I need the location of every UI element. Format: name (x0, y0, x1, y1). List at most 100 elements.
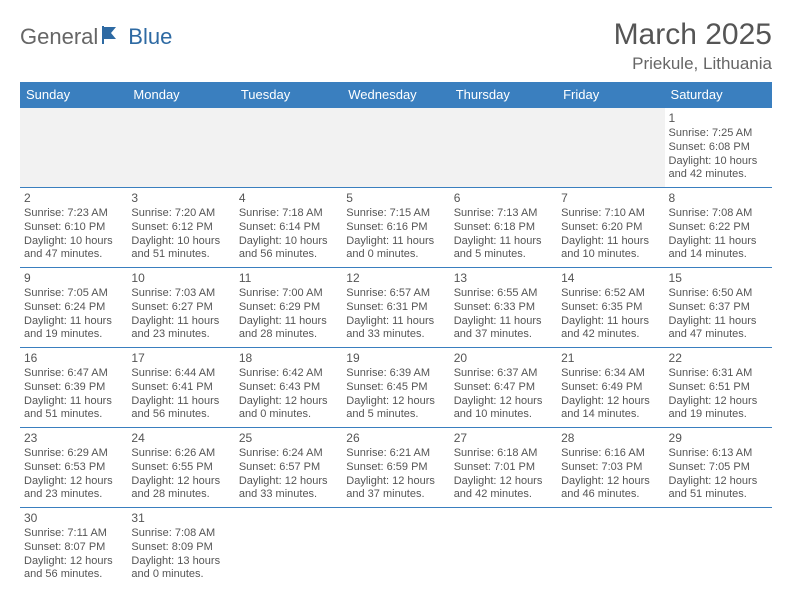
day-info: Sunrise: 6:29 AMSunset: 6:53 PMDaylight:… (24, 447, 123, 502)
sunset-line: Sunset: 6:51 PM (669, 381, 768, 395)
sunrise-line: Sunrise: 6:18 AM (454, 447, 553, 461)
calendar-day-cell: 2Sunrise: 7:23 AMSunset: 6:10 PMDaylight… (20, 188, 127, 268)
day-info: Sunrise: 6:16 AMSunset: 7:03 PMDaylight:… (561, 447, 660, 502)
date-number: 5 (346, 191, 445, 206)
day-info: Sunrise: 6:52 AMSunset: 6:35 PMDaylight:… (561, 287, 660, 342)
daylight-line: Daylight: 11 hours and 14 minutes. (669, 235, 768, 263)
date-number: 10 (131, 271, 230, 286)
sunrise-line: Sunrise: 7:13 AM (454, 207, 553, 221)
calendar-day-cell: 15Sunrise: 6:50 AMSunset: 6:37 PMDayligh… (665, 268, 772, 348)
daylight-line: Daylight: 12 hours and 0 minutes. (239, 395, 338, 423)
weekday-header: Friday (557, 82, 664, 108)
sunset-line: Sunset: 7:01 PM (454, 461, 553, 475)
daylight-line: Daylight: 11 hours and 56 minutes. (131, 395, 230, 423)
day-info: Sunrise: 6:34 AMSunset: 6:49 PMDaylight:… (561, 367, 660, 422)
sunrise-line: Sunrise: 7:15 AM (346, 207, 445, 221)
day-info: Sunrise: 6:21 AMSunset: 6:59 PMDaylight:… (346, 447, 445, 502)
sunset-line: Sunset: 6:37 PM (669, 301, 768, 315)
calendar-day-cell: 4Sunrise: 7:18 AMSunset: 6:14 PMDaylight… (235, 188, 342, 268)
sunrise-line: Sunrise: 6:29 AM (24, 447, 123, 461)
calendar-day-cell: 17Sunrise: 6:44 AMSunset: 6:41 PMDayligh… (127, 348, 234, 428)
sunset-line: Sunset: 6:45 PM (346, 381, 445, 395)
sunrise-line: Sunrise: 7:08 AM (131, 527, 230, 541)
date-number: 25 (239, 431, 338, 446)
calendar-day-cell (127, 108, 234, 188)
date-number: 17 (131, 351, 230, 366)
sunrise-line: Sunrise: 7:00 AM (239, 287, 338, 301)
sunrise-line: Sunrise: 6:52 AM (561, 287, 660, 301)
sunrise-line: Sunrise: 6:13 AM (669, 447, 768, 461)
day-info: Sunrise: 6:37 AMSunset: 6:47 PMDaylight:… (454, 367, 553, 422)
weekday-header: Saturday (665, 82, 772, 108)
sunset-line: Sunset: 8:07 PM (24, 541, 123, 555)
date-number: 1 (669, 111, 768, 126)
day-info: Sunrise: 6:39 AMSunset: 6:45 PMDaylight:… (346, 367, 445, 422)
calendar-day-cell (235, 508, 342, 588)
calendar-day-cell: 28Sunrise: 6:16 AMSunset: 7:03 PMDayligh… (557, 428, 664, 508)
day-info: Sunrise: 7:08 AMSunset: 6:22 PMDaylight:… (669, 207, 768, 262)
daylight-line: Daylight: 11 hours and 51 minutes. (24, 395, 123, 423)
weekday-header: Tuesday (235, 82, 342, 108)
calendar-day-cell (342, 508, 449, 588)
date-number: 22 (669, 351, 768, 366)
date-number: 26 (346, 431, 445, 446)
date-number: 9 (24, 271, 123, 286)
calendar-day-cell: 13Sunrise: 6:55 AMSunset: 6:33 PMDayligh… (450, 268, 557, 348)
sunset-line: Sunset: 6:20 PM (561, 221, 660, 235)
daylight-line: Daylight: 11 hours and 0 minutes. (346, 235, 445, 263)
sunrise-line: Sunrise: 6:26 AM (131, 447, 230, 461)
sunset-line: Sunset: 6:59 PM (346, 461, 445, 475)
calendar-day-cell: 18Sunrise: 6:42 AMSunset: 6:43 PMDayligh… (235, 348, 342, 428)
calendar-day-cell (235, 108, 342, 188)
month-title: March 2025 (614, 18, 772, 52)
brand-part2: Blue (128, 24, 172, 50)
sunset-line: Sunset: 6:31 PM (346, 301, 445, 315)
date-number: 6 (454, 191, 553, 206)
sunrise-line: Sunrise: 6:42 AM (239, 367, 338, 381)
weekday-header: Sunday (20, 82, 127, 108)
calendar-day-cell: 9Sunrise: 7:05 AMSunset: 6:24 PMDaylight… (20, 268, 127, 348)
sunrise-line: Sunrise: 6:57 AM (346, 287, 445, 301)
sunset-line: Sunset: 6:33 PM (454, 301, 553, 315)
calendar-day-cell: 26Sunrise: 6:21 AMSunset: 6:59 PMDayligh… (342, 428, 449, 508)
date-number: 30 (24, 511, 123, 526)
brand-logo: General Blue (20, 18, 172, 50)
sunrise-line: Sunrise: 6:39 AM (346, 367, 445, 381)
day-info: Sunrise: 6:13 AMSunset: 7:05 PMDaylight:… (669, 447, 768, 502)
daylight-line: Daylight: 12 hours and 10 minutes. (454, 395, 553, 423)
weekday-header: Wednesday (342, 82, 449, 108)
day-info: Sunrise: 7:15 AMSunset: 6:16 PMDaylight:… (346, 207, 445, 262)
calendar-day-cell: 14Sunrise: 6:52 AMSunset: 6:35 PMDayligh… (557, 268, 664, 348)
date-number: 12 (346, 271, 445, 286)
sunrise-line: Sunrise: 6:50 AM (669, 287, 768, 301)
day-info: Sunrise: 7:03 AMSunset: 6:27 PMDaylight:… (131, 287, 230, 342)
day-info: Sunrise: 6:55 AMSunset: 6:33 PMDaylight:… (454, 287, 553, 342)
title-block: March 2025 Priekule, Lithuania (614, 18, 772, 74)
daylight-line: Daylight: 12 hours and 5 minutes. (346, 395, 445, 423)
calendar-day-cell (665, 508, 772, 588)
calendar-day-cell: 20Sunrise: 6:37 AMSunset: 6:47 PMDayligh… (450, 348, 557, 428)
calendar-day-cell (342, 108, 449, 188)
daylight-line: Daylight: 11 hours and 19 minutes. (24, 315, 123, 343)
calendar-day-cell (450, 508, 557, 588)
calendar-day-cell: 10Sunrise: 7:03 AMSunset: 6:27 PMDayligh… (127, 268, 234, 348)
sunset-line: Sunset: 7:05 PM (669, 461, 768, 475)
day-info: Sunrise: 7:11 AMSunset: 8:07 PMDaylight:… (24, 527, 123, 582)
sunrise-line: Sunrise: 6:55 AM (454, 287, 553, 301)
day-info: Sunrise: 7:05 AMSunset: 6:24 PMDaylight:… (24, 287, 123, 342)
date-number: 8 (669, 191, 768, 206)
date-number: 4 (239, 191, 338, 206)
sunrise-line: Sunrise: 6:24 AM (239, 447, 338, 461)
calendar-week-row: 23Sunrise: 6:29 AMSunset: 6:53 PMDayligh… (20, 428, 772, 508)
date-number: 15 (669, 271, 768, 286)
day-info: Sunrise: 6:31 AMSunset: 6:51 PMDaylight:… (669, 367, 768, 422)
sunrise-line: Sunrise: 6:37 AM (454, 367, 553, 381)
calendar-day-cell: 19Sunrise: 6:39 AMSunset: 6:45 PMDayligh… (342, 348, 449, 428)
calendar-day-cell: 29Sunrise: 6:13 AMSunset: 7:05 PMDayligh… (665, 428, 772, 508)
date-number: 14 (561, 271, 660, 286)
calendar-day-cell: 31Sunrise: 7:08 AMSunset: 8:09 PMDayligh… (127, 508, 234, 588)
sunrise-line: Sunrise: 6:47 AM (24, 367, 123, 381)
sunset-line: Sunset: 6:49 PM (561, 381, 660, 395)
sunset-line: Sunset: 6:16 PM (346, 221, 445, 235)
calendar-day-cell: 8Sunrise: 7:08 AMSunset: 6:22 PMDaylight… (665, 188, 772, 268)
